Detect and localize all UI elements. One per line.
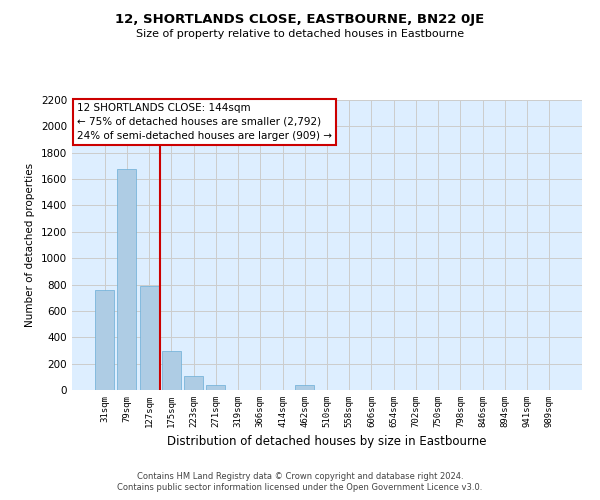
Bar xyxy=(95,290,114,390)
Bar xyxy=(140,286,158,390)
X-axis label: Distribution of detached houses by size in Eastbourne: Distribution of detached houses by size … xyxy=(167,436,487,448)
Text: Contains HM Land Registry data © Crown copyright and database right 2024.: Contains HM Land Registry data © Crown c… xyxy=(137,472,463,481)
Text: 12, SHORTLANDS CLOSE, EASTBOURNE, BN22 0JE: 12, SHORTLANDS CLOSE, EASTBOURNE, BN22 0… xyxy=(115,12,485,26)
Bar xyxy=(162,351,181,390)
Text: Size of property relative to detached houses in Eastbourne: Size of property relative to detached ho… xyxy=(136,29,464,39)
Text: Contains public sector information licensed under the Open Government Licence v3: Contains public sector information licen… xyxy=(118,484,482,492)
Bar xyxy=(118,168,136,390)
Bar xyxy=(184,376,203,390)
Y-axis label: Number of detached properties: Number of detached properties xyxy=(25,163,35,327)
Bar xyxy=(295,386,314,390)
Text: 12 SHORTLANDS CLOSE: 144sqm
← 75% of detached houses are smaller (2,792)
24% of : 12 SHORTLANDS CLOSE: 144sqm ← 75% of det… xyxy=(77,103,332,141)
Bar xyxy=(206,385,225,390)
